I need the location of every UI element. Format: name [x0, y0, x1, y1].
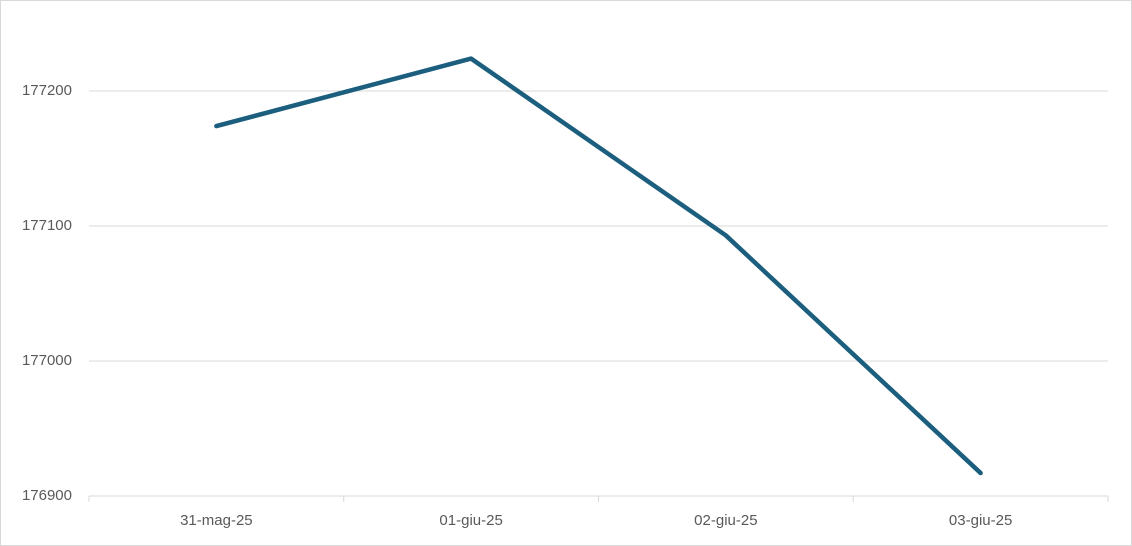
y-tick-label: 177200 — [22, 82, 72, 99]
x-tick-label: 02-giu-25 — [694, 512, 757, 529]
x-tick-label: 31-mag-25 — [180, 512, 253, 529]
y-tick-label: 177100 — [22, 217, 72, 234]
line — [214, 56, 983, 476]
y-tick-label: 176900 — [22, 487, 72, 504]
y-tick-label: 177000 — [22, 352, 72, 369]
x-tick-label: 01-giu-25 — [439, 512, 502, 529]
x-tick-label: 03-giu-25 — [949, 512, 1012, 529]
